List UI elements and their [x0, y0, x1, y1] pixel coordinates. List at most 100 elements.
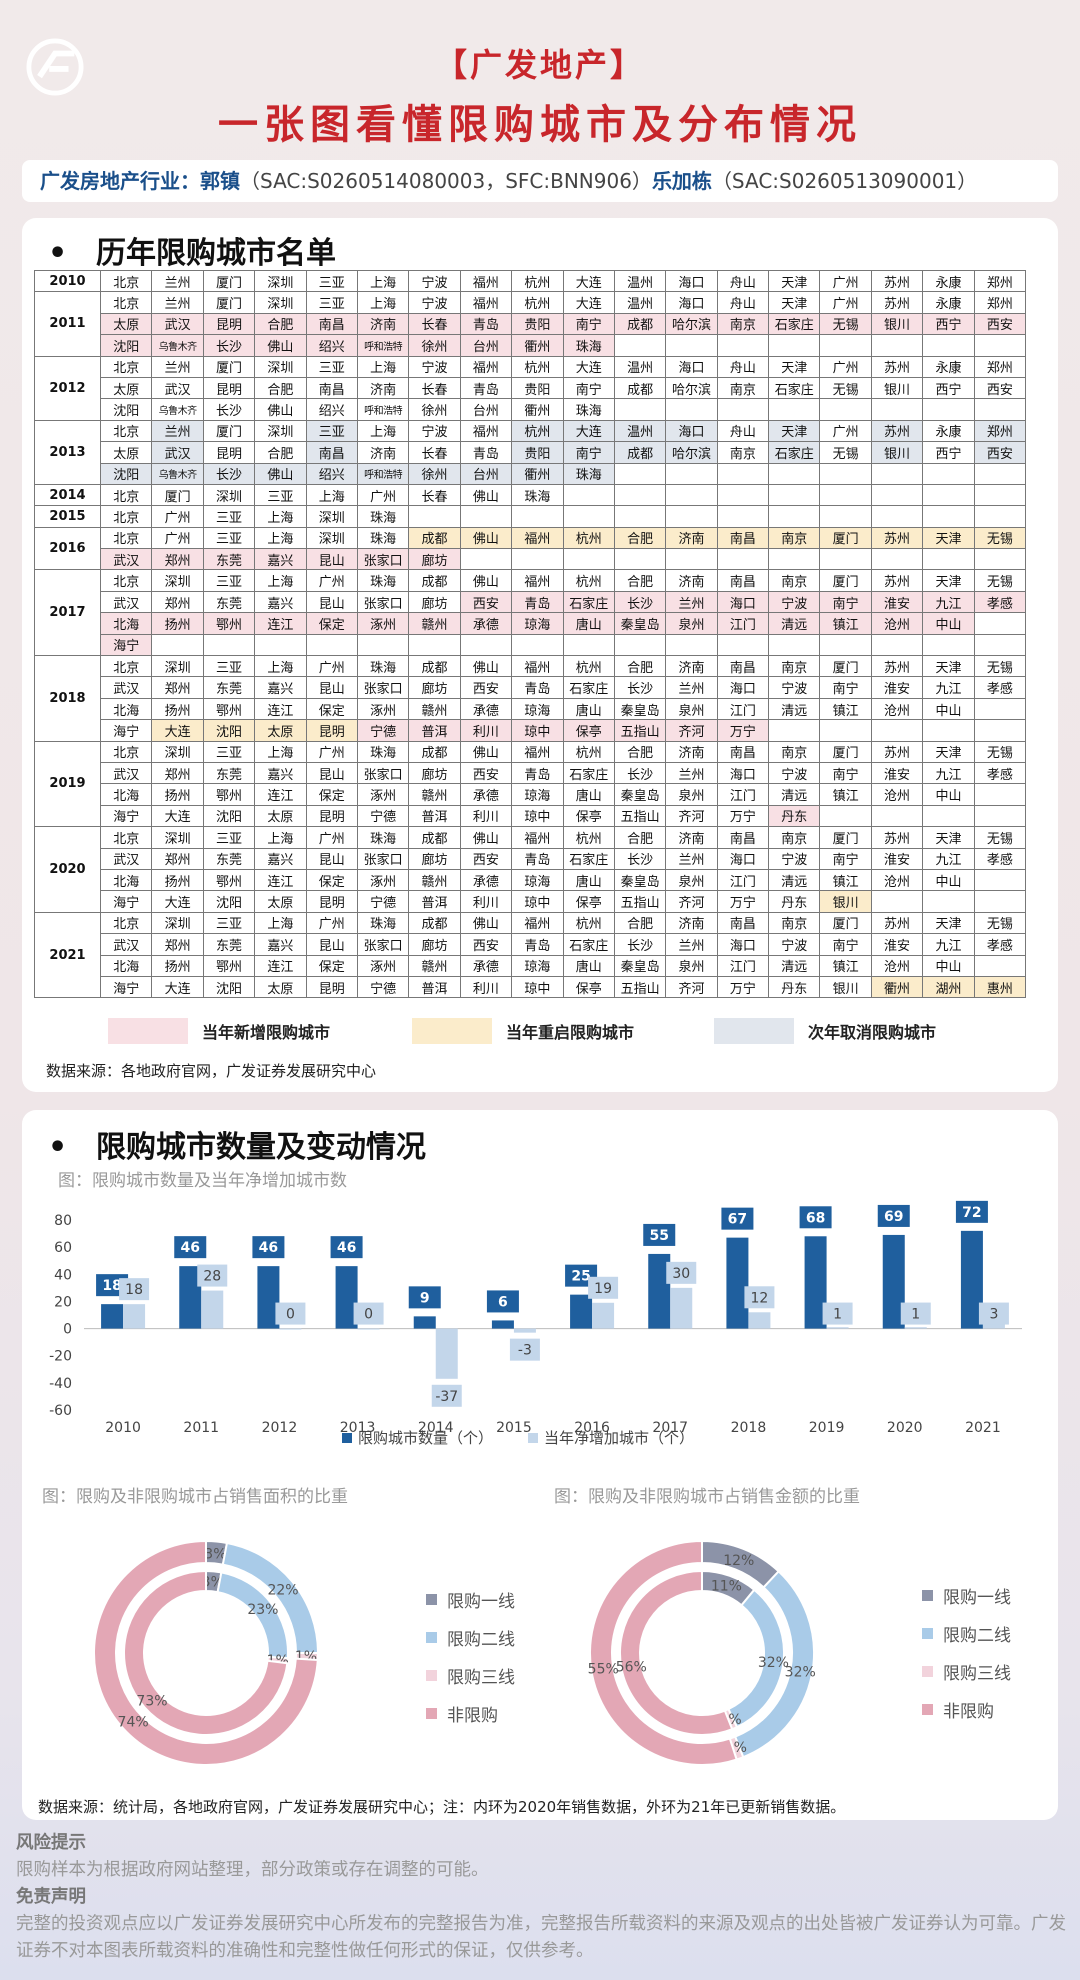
city-cell: 三亚 — [305, 419, 358, 443]
city-cell — [973, 462, 1027, 485]
city-cell: 武汉 — [99, 676, 153, 699]
city-cell: 南昌 — [716, 655, 770, 678]
city-cell: 承德 — [459, 954, 513, 977]
city-cell: 无锡 — [973, 526, 1027, 550]
city-cell — [819, 505, 872, 528]
data-label-count-box — [408, 1286, 441, 1309]
year-cell: 2019 — [34, 740, 101, 828]
city-cell: 张家口 — [356, 847, 410, 870]
table-row: 武汉 郑州 东莞 嘉兴 昆山 张家口 廊坊 西安 青岛 石家庄 长沙 兰州 海口 宁波 南宁 淮安 九江 孝感 — [35, 933, 1027, 956]
legend-swatch-net — [528, 1433, 538, 1443]
city-cell: 西安 — [459, 933, 513, 956]
table-row: 北海 扬州 鄂州 连江 保定 涿州 赣州 承德 琼海 唐山 秦皇岛 泉州 江门 清远 镇江 沧州 中山 — [35, 954, 1027, 977]
city-cell: 无锡 — [973, 655, 1027, 678]
city-cell: 佛山 — [459, 655, 513, 678]
table-row: 2018 北京 深圳 三亚 上海 广州 珠海 成都 佛山 福州 杭州 合肥 济南 南昌 南京 厦门 苏州 天津 无锡 — [34, 655, 1027, 742]
city-cell: 西安 — [973, 312, 1027, 336]
city-cell: 济南 — [665, 526, 718, 550]
city-cell: 南昌 — [305, 441, 358, 464]
city-cell: 天津 — [768, 355, 821, 378]
city-cell: 北京 — [99, 569, 153, 592]
city-cell: 万宁 — [716, 719, 770, 742]
city-cell: 石家庄 — [562, 590, 615, 614]
city-cell: 青岛 — [511, 933, 564, 956]
data-label-count: 18 — [102, 1278, 121, 1294]
y-tick-label: 60 — [54, 1240, 72, 1256]
city-cell: 银川 — [870, 376, 924, 400]
city-cell — [768, 483, 821, 507]
data-label-net: -37 — [435, 1389, 458, 1405]
city-cell: 昆明 — [202, 312, 256, 336]
data-label-net-box — [509, 1338, 540, 1361]
city-cell: 石家庄 — [768, 376, 821, 400]
donut-outer-slice-label: 22% — [267, 1582, 298, 1598]
city-cell: 济南 — [665, 569, 718, 592]
city-cell: 东莞 — [202, 548, 256, 571]
author-bar: 广发房地产行业：郭镇（SAC:S0260514080003，SFC:BNN906… — [22, 160, 1058, 202]
data-label-count-box — [799, 1206, 832, 1229]
city-cell: 长沙 — [613, 933, 667, 956]
bar-count — [882, 1234, 905, 1329]
table-row: 北海 扬州 鄂州 连江 保定 涿州 赣州 承德 琼海 唐山 秦皇岛 泉州 江门 清远 镇江 沧州 中山 — [35, 697, 1027, 721]
donut-legend-label: 限购二线 — [447, 1629, 515, 1650]
city-cell: 海口 — [716, 761, 770, 785]
city-cell: 保定 — [305, 783, 358, 806]
data-label-count: 46 — [259, 1240, 278, 1256]
city-cell: 扬州 — [151, 697, 204, 721]
city-table: 2010 北京 兰州 厦门 深圳 三亚 上海 宁波 福州 杭州 大连 温州 海口 舟山 天津 广州 苏州 永康 郑州… — [34, 269, 1027, 999]
city-cell — [716, 505, 770, 528]
city-cell: 舟山 — [716, 355, 770, 378]
bar-net-change — [748, 1312, 771, 1329]
city-cell: 哈尔滨 — [665, 376, 718, 400]
city-cell: 贵阳 — [511, 441, 564, 464]
city-cell: 鄂州 — [202, 783, 256, 806]
city-cell: 厦门 — [202, 269, 256, 293]
city-cell: 宁波 — [408, 355, 461, 378]
city-cell: 南京 — [716, 441, 770, 464]
city-cell — [870, 548, 924, 571]
x-tick-label: 2015 — [496, 1420, 532, 1436]
donut-outer-slice — [93, 1539, 319, 1766]
city-cell: 保亭 — [562, 975, 615, 999]
city-cell: 北京 — [99, 355, 153, 378]
city-cell: 三亚 — [202, 655, 256, 678]
city-cell — [922, 804, 975, 828]
city-cell: 石家庄 — [768, 312, 821, 336]
city-cell: 太原 — [99, 441, 153, 464]
donut-area-title: 图：限购及非限购城市占销售面积的比重 — [42, 1487, 348, 1507]
donut-inner-slice-label: 73% — [136, 1694, 167, 1710]
city-cell: 郑州 — [973, 291, 1027, 314]
table-source: 数据来源：各地政府官网，广发证券发展研究中心 — [46, 1062, 377, 1080]
bar-net-change — [592, 1302, 615, 1329]
city-cell — [716, 483, 770, 507]
city-cell: 嘉兴 — [254, 590, 307, 614]
city-cell: 宁波 — [768, 590, 821, 614]
table-legend: 当年新增限购城市 当年重启限购城市 次年取消限购城市 — [22, 1018, 1058, 1046]
city-cell: 西安 — [459, 590, 513, 614]
city-cell: 兰州 — [151, 419, 204, 443]
city-cell: 丹东 — [768, 890, 821, 913]
city-cell: 南京 — [768, 826, 821, 849]
city-cell: 广州 — [305, 911, 358, 935]
data-label-net-box — [431, 1384, 462, 1407]
city-cell — [768, 548, 821, 571]
city-cell: 北京 — [99, 291, 153, 314]
city-cell: 宁波 — [768, 847, 821, 870]
donut-legend-label: 非限购 — [943, 1701, 994, 1722]
city-cell: 清远 — [768, 697, 821, 721]
city-cell: 泉州 — [665, 612, 718, 635]
city-cell: 福州 — [459, 355, 513, 378]
data-label-count: 67 — [728, 1212, 747, 1228]
table-row: 太原 武汉 昆明 合肥 南昌 济南 长春 青岛 贵阳 南宁 成都 哈尔滨 南京 石家庄 无锡 银川 西宁 西安 — [35, 441, 1027, 464]
data-label-net: 1 — [911, 1307, 920, 1323]
data-label-net: 30 — [672, 1266, 690, 1282]
city-cell — [973, 697, 1027, 721]
city-cell: 银川 — [870, 312, 924, 336]
city-cell: 海口 — [716, 676, 770, 699]
data-label-net: 1 — [833, 1307, 842, 1323]
city-cell — [922, 633, 975, 657]
city-cell: 兰州 — [151, 355, 204, 378]
data-label-net: 19 — [594, 1281, 612, 1297]
bar-count — [960, 1230, 983, 1329]
city-cell: 昆山 — [305, 933, 358, 956]
